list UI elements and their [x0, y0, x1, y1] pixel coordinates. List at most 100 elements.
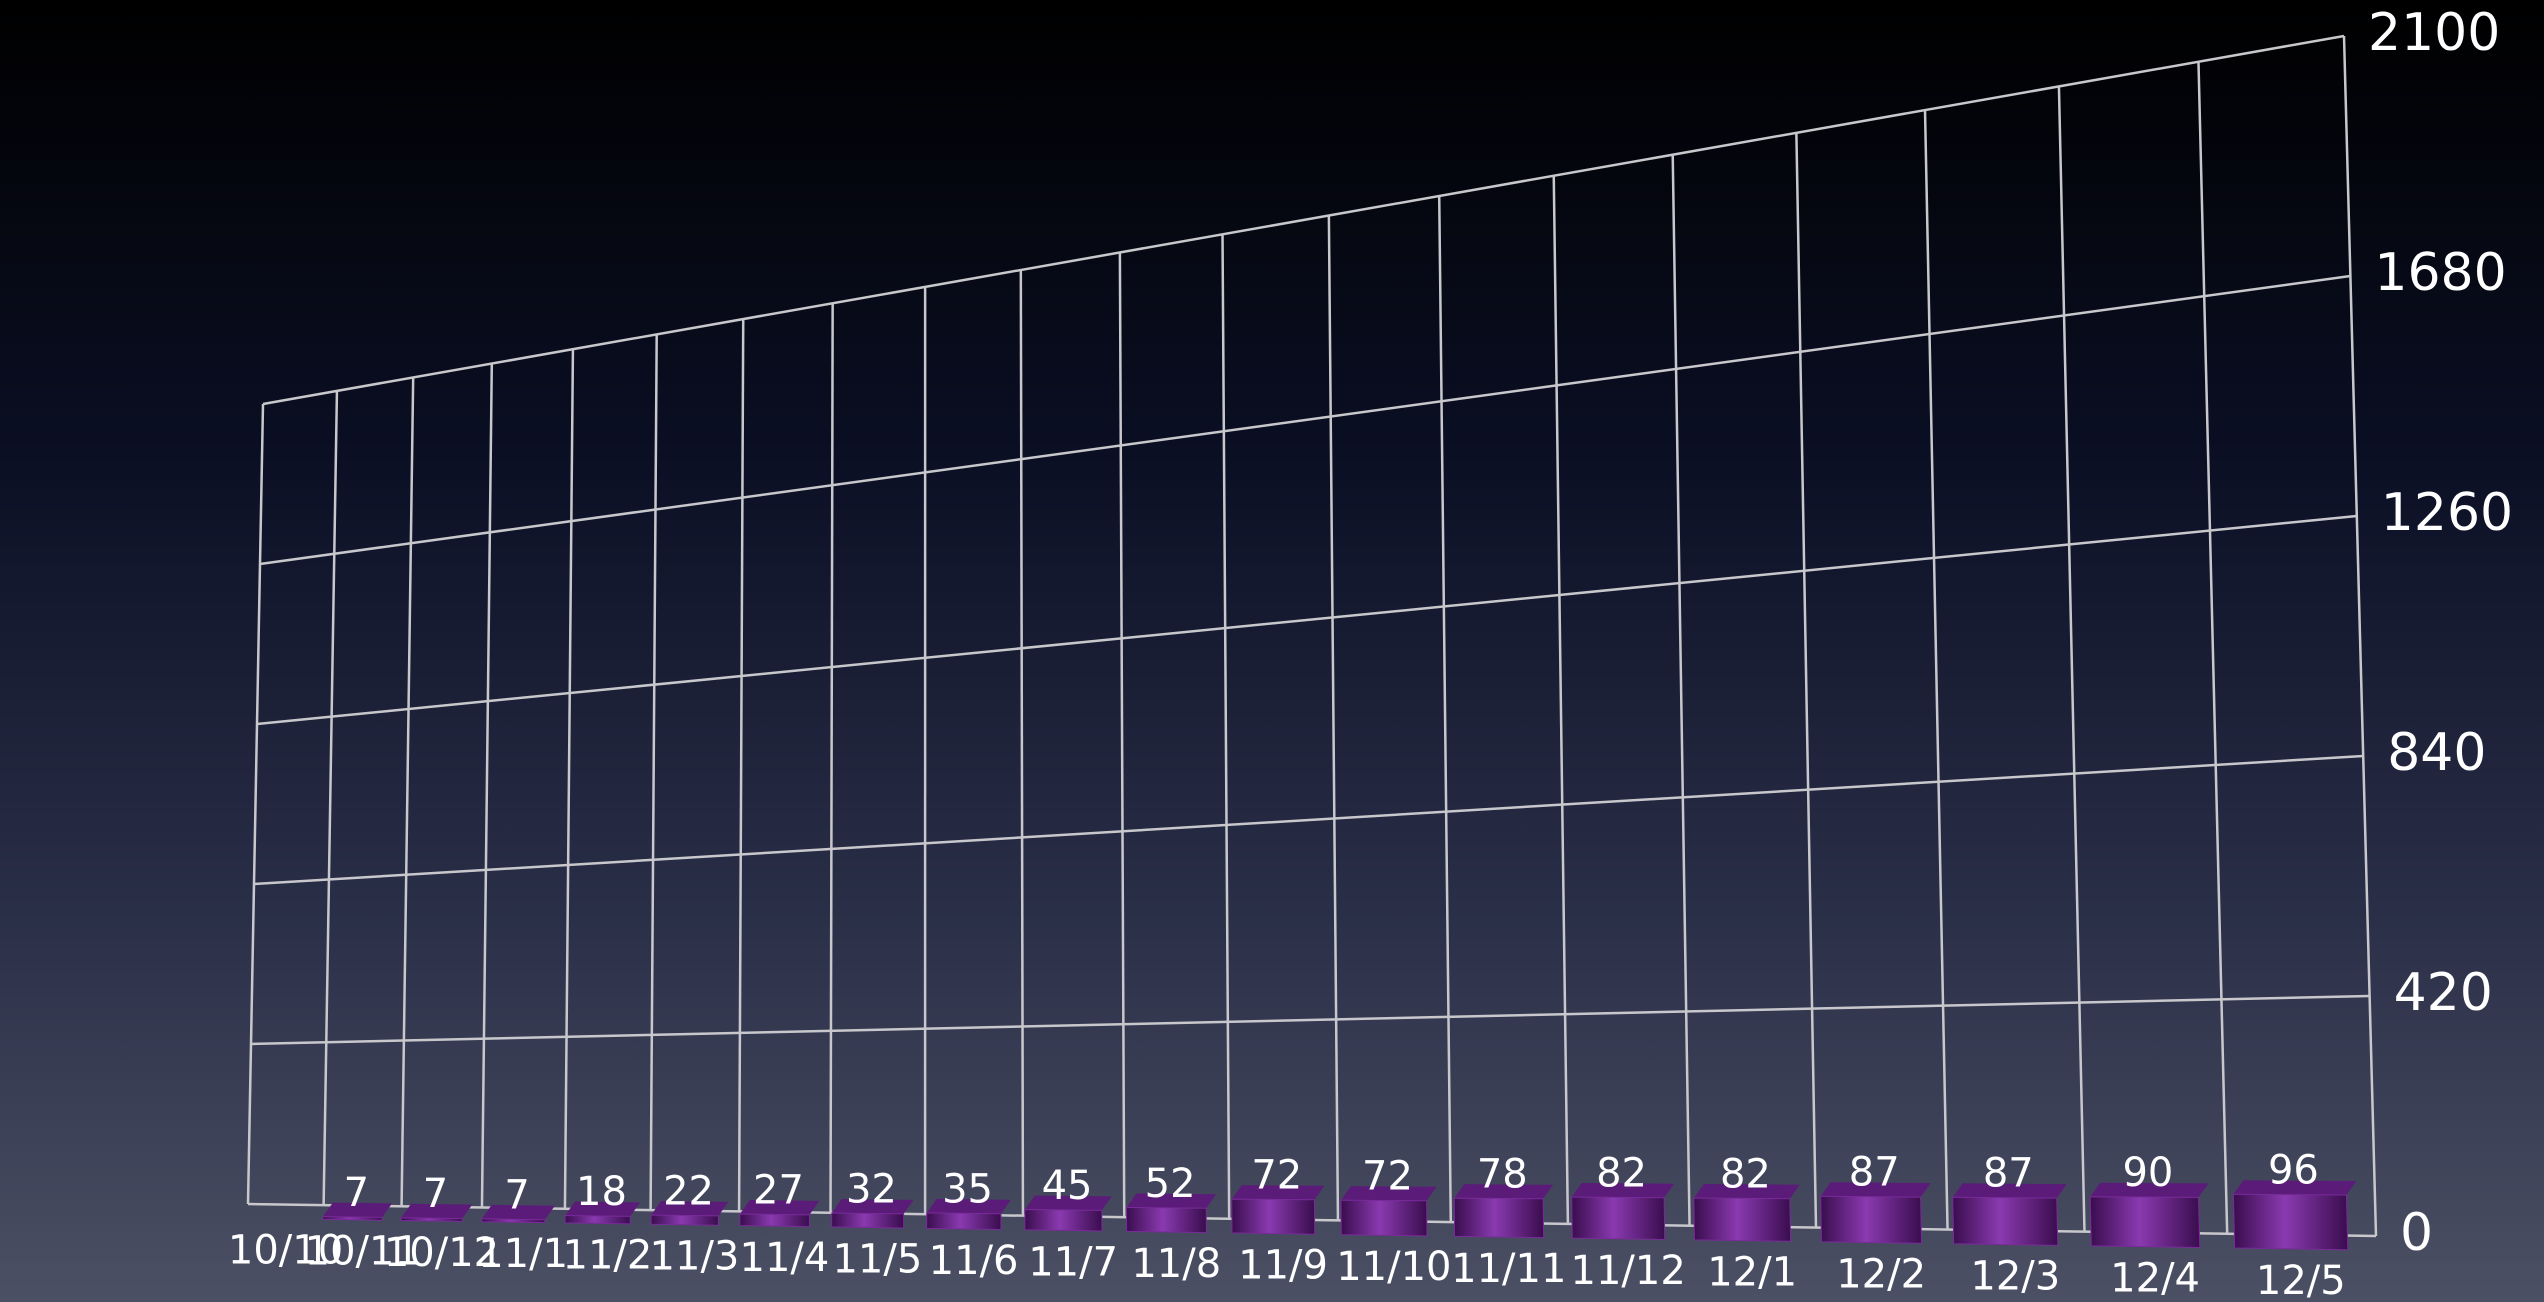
bar-top: [481, 1204, 555, 1220]
x-tick-label: 11/2: [563, 1232, 653, 1278]
y-tick-label: 0: [2400, 1203, 2433, 1263]
bar-top: [565, 1201, 641, 1217]
y-tick-label: 840: [2387, 723, 2486, 783]
grid-column: [1437, 195, 1453, 1223]
grid-column: [2197, 61, 2229, 1234]
value-label: 96: [2268, 1148, 2319, 1194]
x-tick-label: 11/6: [929, 1238, 1019, 1284]
x-tick-label: 11/9: [1238, 1243, 1328, 1289]
x-tick-label: 12/4: [2110, 1256, 2200, 1302]
value-label: 35: [942, 1166, 993, 1212]
grid-line: [253, 754, 2364, 886]
bar-top: [926, 1198, 1011, 1214]
x-tick-label: 10/11: [305, 1229, 420, 1275]
grid-column: [2057, 86, 2086, 1232]
bar: [650, 1214, 719, 1226]
value-label: 78: [1477, 1151, 1528, 1197]
bar: [481, 1218, 546, 1224]
value-label: 82: [1720, 1151, 1771, 1197]
bar: [1231, 1198, 1316, 1235]
bar-top: [1024, 1195, 1112, 1211]
x-tick-label: 10/10: [228, 1228, 343, 1274]
value-label: 90: [2122, 1150, 2173, 1196]
bar: [1571, 1196, 1666, 1241]
grid-column: [1118, 252, 1126, 1218]
bar: [400, 1217, 463, 1222]
x-tick-label: 11/10: [1336, 1244, 1451, 1290]
grid-column: [1327, 215, 1340, 1221]
bar: [564, 1214, 631, 1225]
grid-column: [1923, 110, 1949, 1230]
bar-top: [1571, 1183, 1675, 1198]
bar: [1952, 1196, 2059, 1246]
grid-line: [256, 514, 2357, 726]
value-label: 72: [1362, 1153, 1413, 1199]
x-tick-label: 11/8: [1131, 1241, 1221, 1287]
bar-top: [1952, 1183, 2067, 1199]
bar-top: [831, 1199, 914, 1214]
grid-column: [322, 390, 339, 1206]
value-label: 72: [1251, 1152, 1302, 1198]
grid-column: [480, 363, 494, 1208]
y-tick-label: 420: [2394, 963, 2493, 1023]
value-label: 87: [1983, 1151, 2034, 1197]
bar-top: [1341, 1186, 1437, 1201]
value-label: 7: [423, 1171, 448, 1217]
x-tick-label: 11/5: [832, 1236, 922, 1282]
bar-top: [322, 1202, 393, 1218]
y-tick-label: 1680: [2374, 243, 2506, 303]
bar: [1340, 1199, 1428, 1237]
bar-top: [651, 1201, 729, 1216]
grid-line: [262, 34, 2345, 406]
bar: [1820, 1195, 1923, 1244]
value-label: 22: [663, 1168, 714, 1214]
bar: [1125, 1206, 1207, 1234]
y-tick-label: 1260: [2381, 483, 2513, 543]
bar: [926, 1212, 1002, 1231]
x-tick-label: 11/7: [1028, 1239, 1118, 1285]
bar: [739, 1213, 810, 1228]
grid-column: [563, 349, 575, 1209]
bar-top: [1693, 1184, 1800, 1199]
bar: [1693, 1197, 1792, 1242]
value-label: 27: [753, 1167, 804, 1213]
x-tick-label: 10/12: [384, 1230, 499, 1276]
bar-top: [2233, 1180, 2357, 1195]
bar: [831, 1212, 905, 1229]
bar-top: [2090, 1182, 2209, 1198]
grid-column: [649, 334, 658, 1211]
bar: [2232, 1193, 2349, 1251]
grid-column: [1552, 175, 1570, 1224]
x-tick-label: 11/1: [478, 1231, 568, 1277]
value-label: 7: [504, 1172, 529, 1218]
value-label: 87: [1849, 1150, 1900, 1196]
bar-top: [739, 1200, 820, 1215]
grid-column: [737, 319, 745, 1212]
bar: [322, 1216, 383, 1221]
x-tick-label: 11/12: [1571, 1248, 1686, 1294]
grid-column: [829, 303, 834, 1213]
y-tick-label: 2100: [2368, 3, 2500, 63]
grid-column: [1019, 269, 1025, 1216]
bar: [1453, 1197, 1545, 1239]
value-label: 32: [846, 1166, 897, 1212]
grid-column: [1795, 132, 1818, 1228]
grid-column: [1221, 234, 1231, 1219]
x-tick-label: 12/1: [1707, 1250, 1797, 1296]
grid-column: [400, 377, 415, 1207]
value-label: 18: [576, 1169, 627, 1215]
grid-column: [246, 403, 265, 1205]
value-label: 45: [1042, 1163, 1093, 1209]
bar-top: [401, 1203, 473, 1219]
bar-top: [1231, 1185, 1325, 1200]
bar: [2089, 1196, 2201, 1249]
x-tick-label: 12/3: [1970, 1254, 2060, 1300]
bar-top: [1126, 1193, 1217, 1209]
grid-line: [250, 994, 2370, 1046]
grid-line: [259, 274, 2351, 566]
bar: [1024, 1208, 1103, 1232]
x-tick-label: 12/5: [2256, 1258, 2346, 1302]
x-tick-label: 11/11: [1451, 1246, 1566, 1292]
